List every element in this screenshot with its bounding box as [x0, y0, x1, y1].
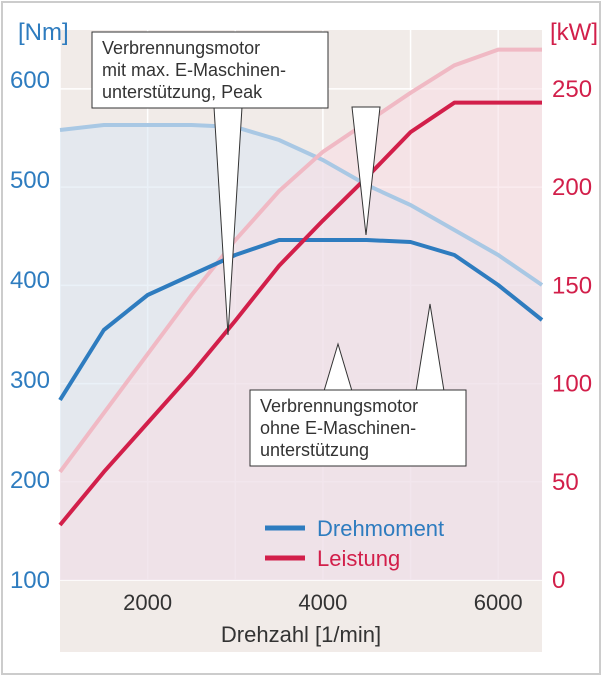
left-tick: 200	[10, 467, 50, 494]
callout-ice-line-2: unterstützung	[260, 440, 369, 460]
right-tick: 200	[552, 174, 592, 201]
callout-combined-line-0: Verbrennungsmotor	[102, 38, 260, 58]
legend-label-1: Leistung	[317, 546, 400, 571]
right-tick: 50	[552, 469, 579, 496]
x-tick: 4000	[298, 590, 347, 615]
callout-ice-line-1: ohne E-Maschinen-	[260, 418, 416, 438]
left-tick: 600	[10, 67, 50, 94]
right-tick: 100	[552, 371, 592, 398]
legend-label-0: Drehmoment	[317, 516, 444, 541]
right-axis-unit: [kW]	[550, 19, 598, 46]
left-tick: 500	[10, 167, 50, 194]
x-axis-label: Drehzahl [1/min]	[221, 622, 381, 647]
x-tick: 2000	[123, 590, 172, 615]
right-tick: 150	[552, 272, 592, 299]
right-tick: 250	[552, 76, 592, 103]
engine-chart: 1002003004005006000501001502002502000400…	[0, 0, 602, 676]
callout-combined-line-1: mit max. E-Maschinen-	[102, 60, 286, 80]
callout-combined-line-2: unterstützung, Peak	[102, 82, 263, 102]
right-tick: 0	[552, 567, 565, 594]
chart-container: 1002003004005006000501001502002502000400…	[0, 0, 602, 676]
left-tick: 400	[10, 267, 50, 294]
x-tick: 6000	[474, 590, 523, 615]
left-tick: 300	[10, 367, 50, 394]
callout-ice-line-0: Verbrennungsmotor	[260, 396, 418, 416]
left-axis-unit: [Nm]	[18, 19, 69, 46]
left-tick: 100	[10, 567, 50, 594]
